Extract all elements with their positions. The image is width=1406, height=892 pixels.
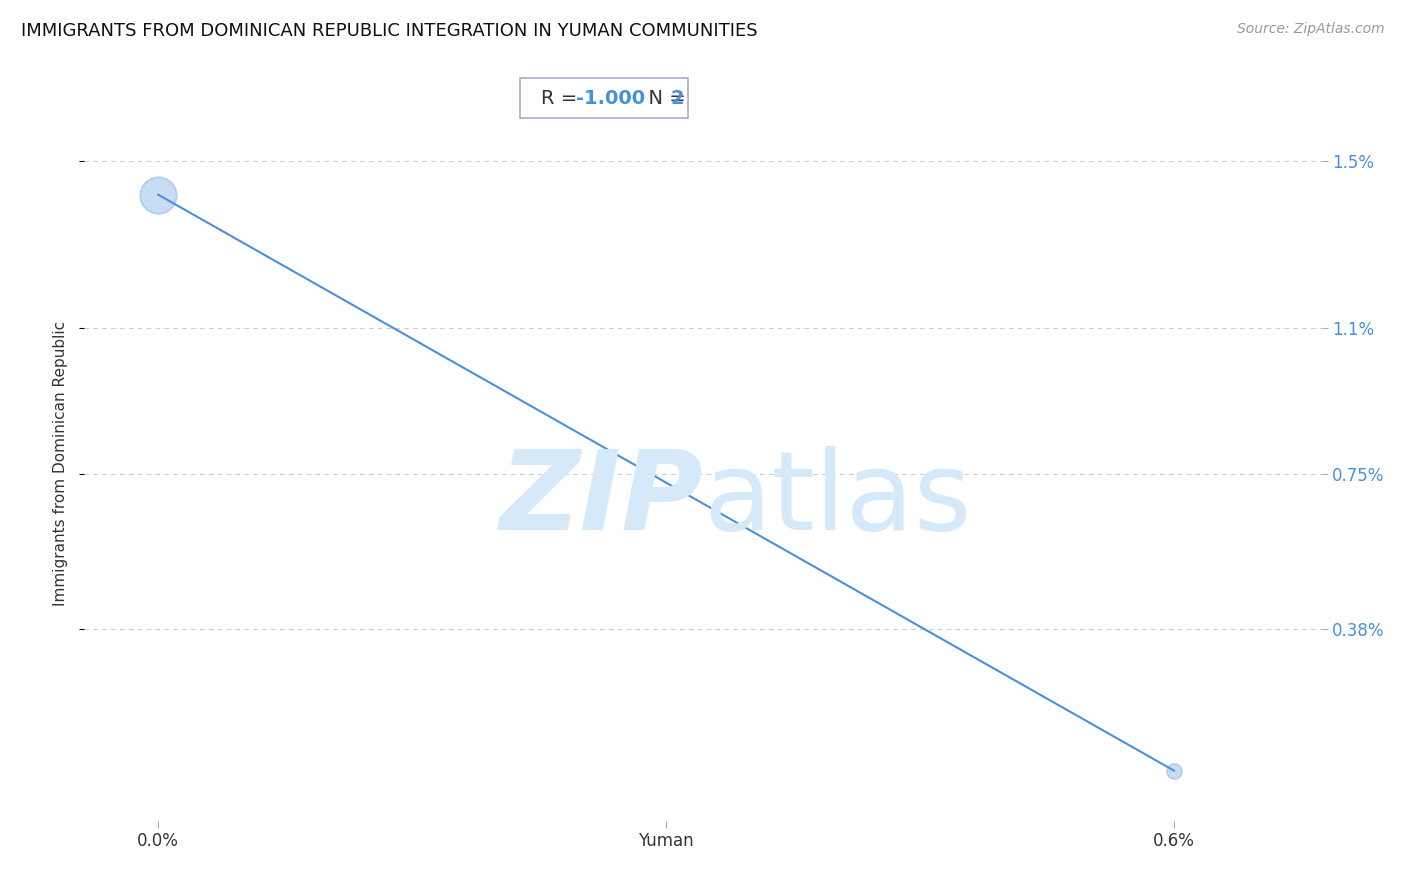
Text: R =: R = [541,88,583,108]
Text: atlas: atlas [703,446,972,553]
Text: 2: 2 [671,88,683,108]
Text: -1.000: -1.000 [576,88,645,108]
Text: N =: N = [637,88,692,108]
Text: ZIP: ZIP [499,446,703,553]
Point [148,187,170,202]
Y-axis label: Immigrants from Dominican Republic: Immigrants from Dominican Republic [53,321,69,607]
Point [1163,764,1185,778]
Text: IMMIGRANTS FROM DOMINICAN REPUBLIC INTEGRATION IN YUMAN COMMUNITIES: IMMIGRANTS FROM DOMINICAN REPUBLIC INTEG… [21,22,758,40]
Text: Source: ZipAtlas.com: Source: ZipAtlas.com [1237,22,1385,37]
